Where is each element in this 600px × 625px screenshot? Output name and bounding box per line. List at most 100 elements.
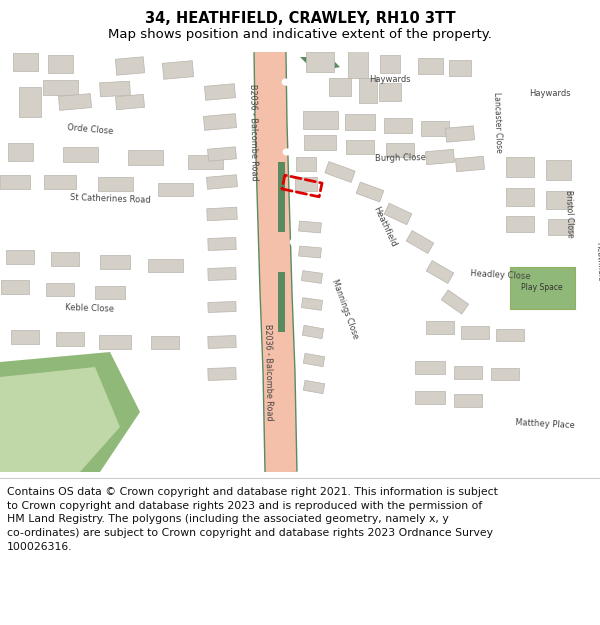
Text: Contains OS data © Crown copyright and database right 2021. This information is : Contains OS data © Crown copyright and d… (7, 488, 498, 552)
Polygon shape (62, 146, 97, 161)
Polygon shape (303, 381, 325, 394)
Polygon shape (278, 162, 285, 232)
Polygon shape (442, 290, 469, 314)
Polygon shape (203, 114, 236, 131)
Polygon shape (406, 231, 434, 254)
Polygon shape (255, 57, 280, 72)
Text: Bristol Close: Bristol Close (563, 190, 574, 238)
Polygon shape (379, 83, 401, 101)
Polygon shape (548, 219, 572, 235)
Polygon shape (545, 191, 571, 209)
Polygon shape (128, 149, 163, 164)
Polygon shape (58, 94, 92, 111)
Polygon shape (51, 252, 79, 266)
Polygon shape (304, 134, 336, 149)
Text: Keble Close: Keble Close (65, 302, 115, 313)
Text: Matthey Place: Matthey Place (515, 418, 575, 430)
Polygon shape (345, 114, 375, 130)
Polygon shape (296, 157, 316, 171)
Polygon shape (506, 216, 534, 232)
Polygon shape (47, 55, 73, 73)
Polygon shape (348, 50, 368, 78)
Polygon shape (148, 259, 182, 271)
Polygon shape (299, 246, 322, 258)
Polygon shape (208, 336, 236, 349)
Polygon shape (208, 301, 236, 312)
Polygon shape (301, 298, 323, 311)
Polygon shape (100, 255, 130, 269)
Polygon shape (6, 250, 34, 264)
Polygon shape (208, 147, 236, 161)
Polygon shape (299, 221, 322, 233)
Polygon shape (300, 57, 340, 72)
Polygon shape (302, 326, 324, 339)
Polygon shape (425, 149, 455, 165)
Polygon shape (302, 111, 337, 129)
Text: Heathfield: Heathfield (371, 205, 398, 249)
Polygon shape (151, 336, 179, 349)
Polygon shape (115, 57, 145, 75)
Polygon shape (496, 329, 524, 341)
Polygon shape (506, 157, 534, 177)
Polygon shape (426, 321, 454, 334)
Polygon shape (329, 78, 351, 96)
Polygon shape (56, 332, 84, 346)
Polygon shape (346, 140, 374, 154)
Polygon shape (95, 286, 125, 299)
Polygon shape (187, 155, 223, 169)
Polygon shape (206, 175, 238, 189)
Polygon shape (384, 118, 412, 132)
Polygon shape (455, 156, 485, 172)
Polygon shape (325, 162, 355, 182)
Polygon shape (205, 84, 236, 100)
Polygon shape (421, 121, 449, 136)
Text: B2036 - Balcombe Road: B2036 - Balcombe Road (263, 324, 274, 421)
Polygon shape (454, 394, 482, 406)
Polygon shape (415, 391, 445, 404)
Polygon shape (384, 203, 412, 225)
Text: 34, HEATHFIELD, CRAWLEY, RH10 3TT: 34, HEATHFIELD, CRAWLEY, RH10 3TT (145, 11, 455, 26)
Polygon shape (454, 366, 482, 379)
Polygon shape (359, 78, 377, 102)
Polygon shape (445, 126, 475, 142)
Text: Haywards: Haywards (529, 89, 571, 99)
Polygon shape (0, 175, 30, 189)
Polygon shape (97, 177, 133, 191)
Polygon shape (491, 368, 519, 380)
Polygon shape (163, 61, 194, 79)
Text: Heathfield: Heathfield (594, 242, 600, 282)
Polygon shape (415, 361, 445, 374)
Polygon shape (0, 352, 140, 472)
Polygon shape (0, 367, 120, 472)
Text: Orde Close: Orde Close (67, 124, 113, 136)
Polygon shape (356, 182, 384, 202)
Polygon shape (301, 271, 323, 283)
Polygon shape (386, 143, 414, 157)
Polygon shape (510, 267, 575, 309)
Polygon shape (306, 52, 334, 72)
Text: Haywards: Haywards (369, 76, 411, 84)
Polygon shape (11, 330, 39, 344)
Text: St Catherines Road: St Catherines Road (70, 193, 151, 205)
Text: Play Space: Play Space (521, 284, 563, 292)
Polygon shape (208, 268, 236, 281)
Polygon shape (99, 335, 131, 349)
Polygon shape (295, 177, 317, 191)
Polygon shape (43, 79, 77, 94)
Polygon shape (207, 208, 237, 221)
Text: Map shows position and indicative extent of the property.: Map shows position and indicative extent… (108, 28, 492, 41)
Polygon shape (208, 368, 236, 381)
Text: Lancaster Close: Lancaster Close (493, 91, 503, 152)
Polygon shape (7, 143, 32, 161)
Polygon shape (278, 272, 285, 332)
Polygon shape (506, 188, 534, 206)
Polygon shape (208, 238, 236, 251)
Text: Burgh Close: Burgh Close (374, 153, 425, 163)
Polygon shape (46, 282, 74, 296)
Polygon shape (426, 261, 454, 284)
Polygon shape (303, 353, 325, 367)
Polygon shape (44, 175, 76, 189)
Text: Mannings Close: Mannings Close (330, 278, 360, 340)
Polygon shape (380, 55, 400, 73)
Polygon shape (1, 280, 29, 294)
